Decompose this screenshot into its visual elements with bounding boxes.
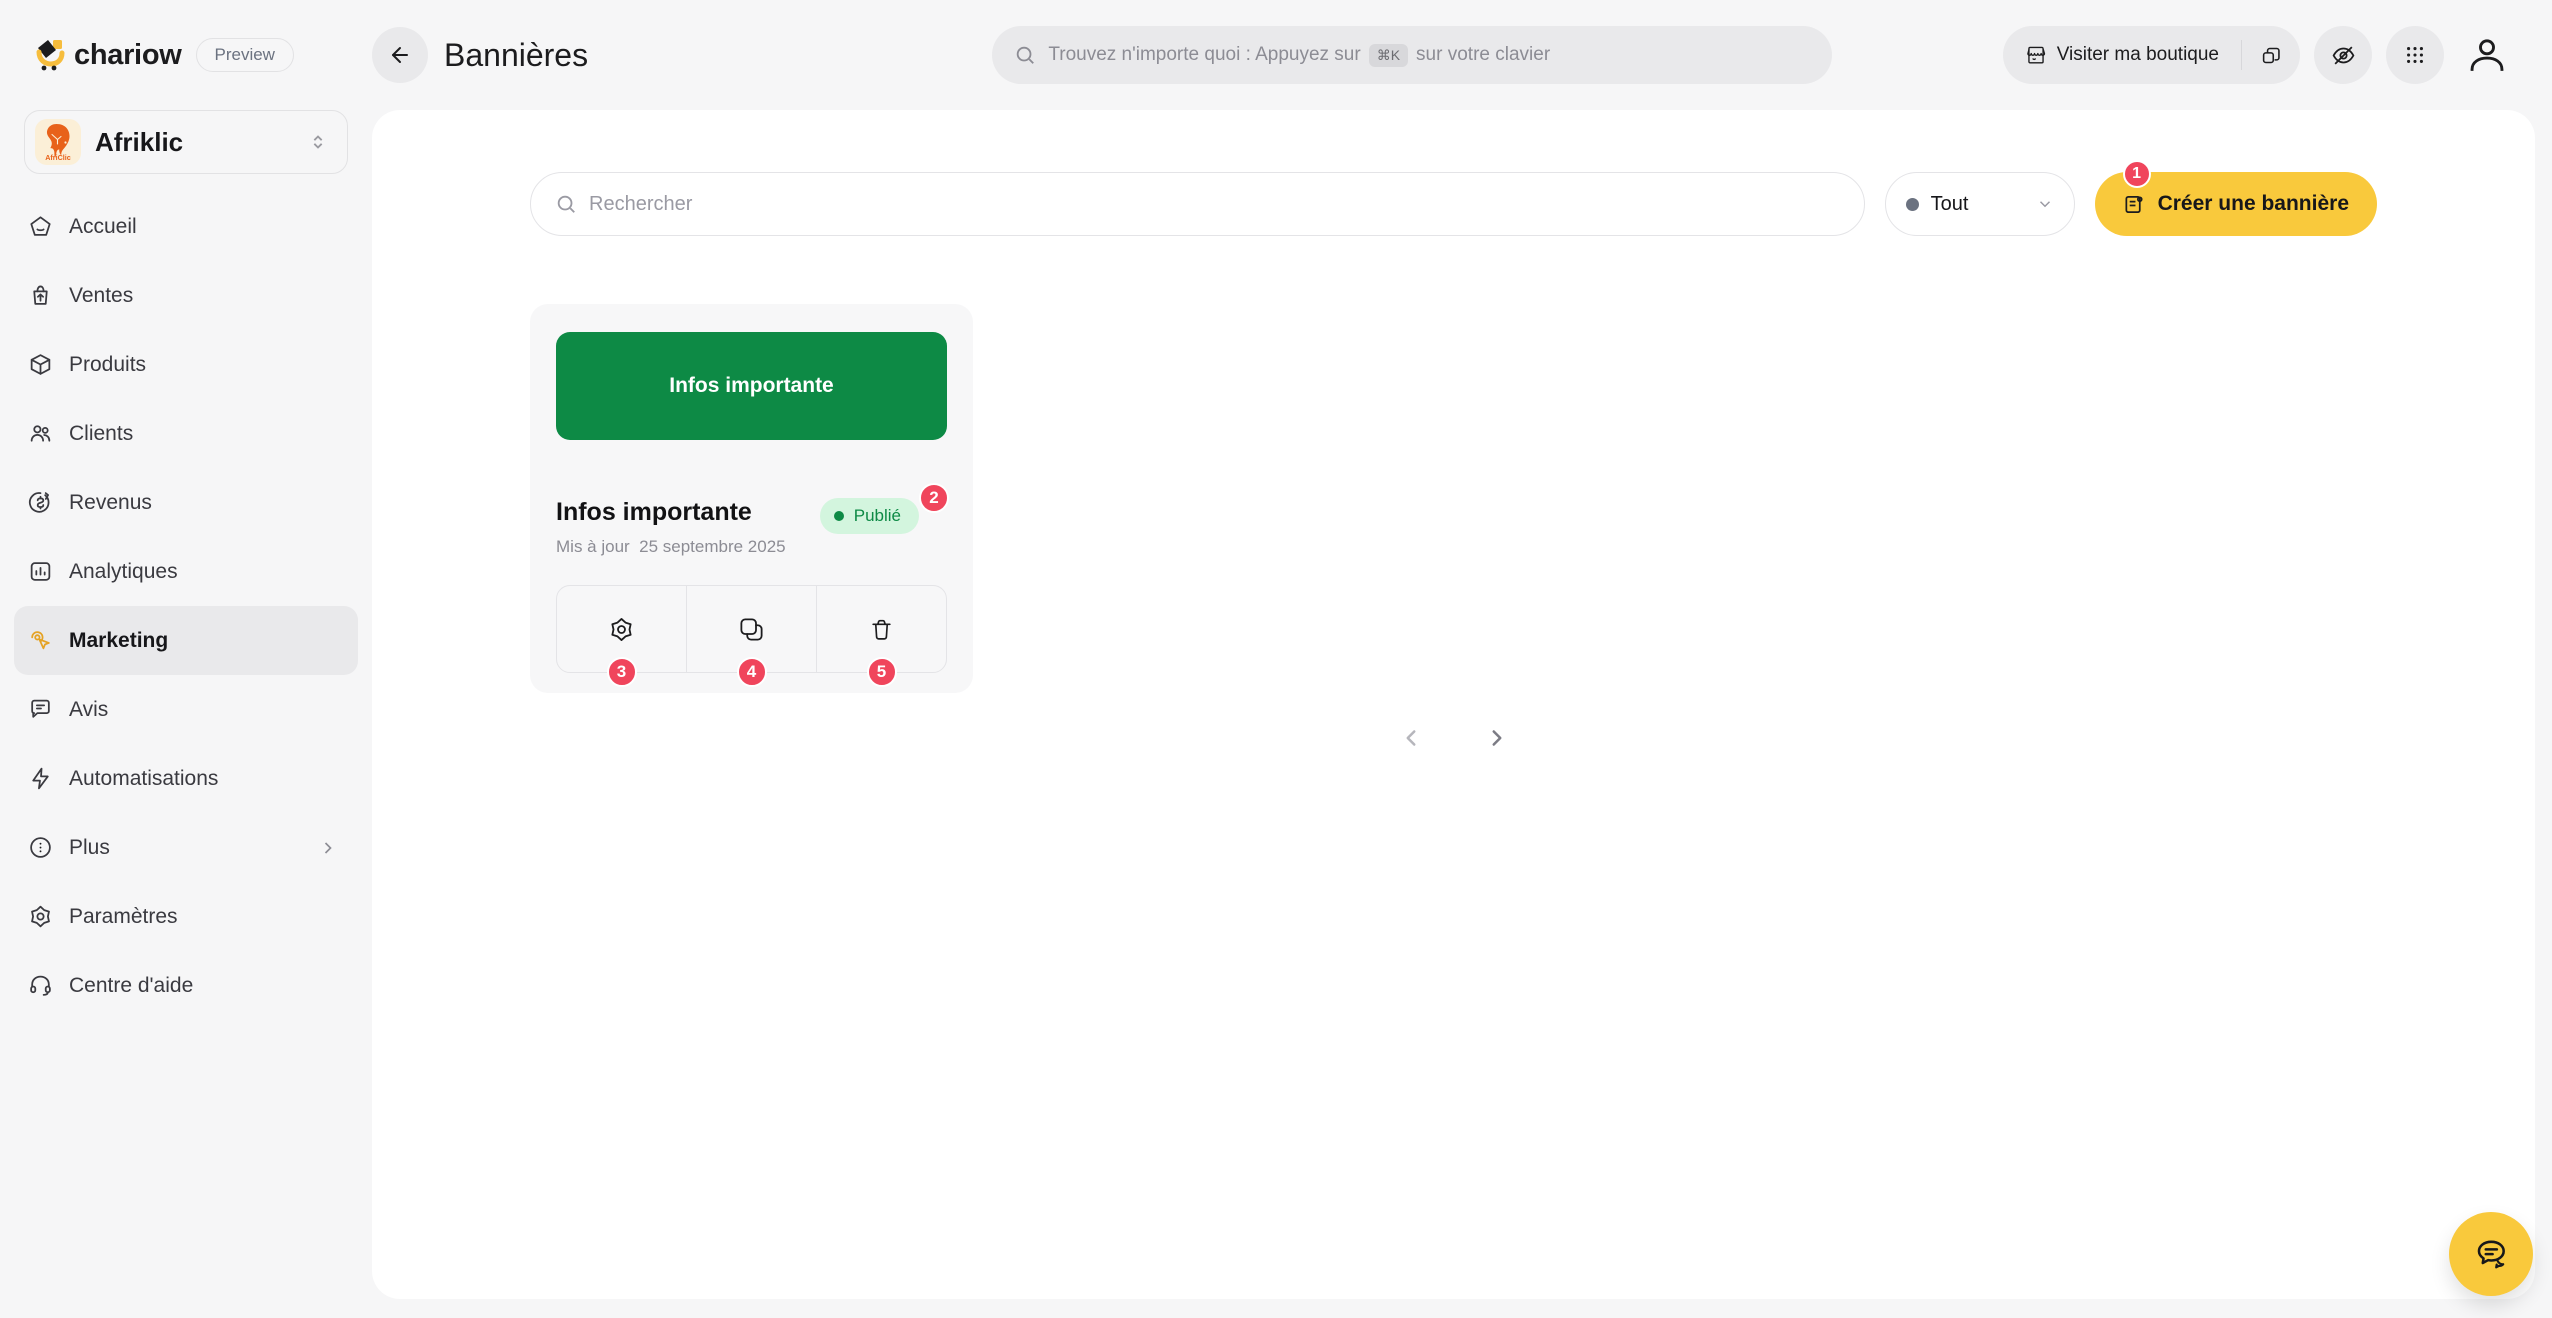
svg-text:AfriClic: AfriClic <box>45 153 71 161</box>
